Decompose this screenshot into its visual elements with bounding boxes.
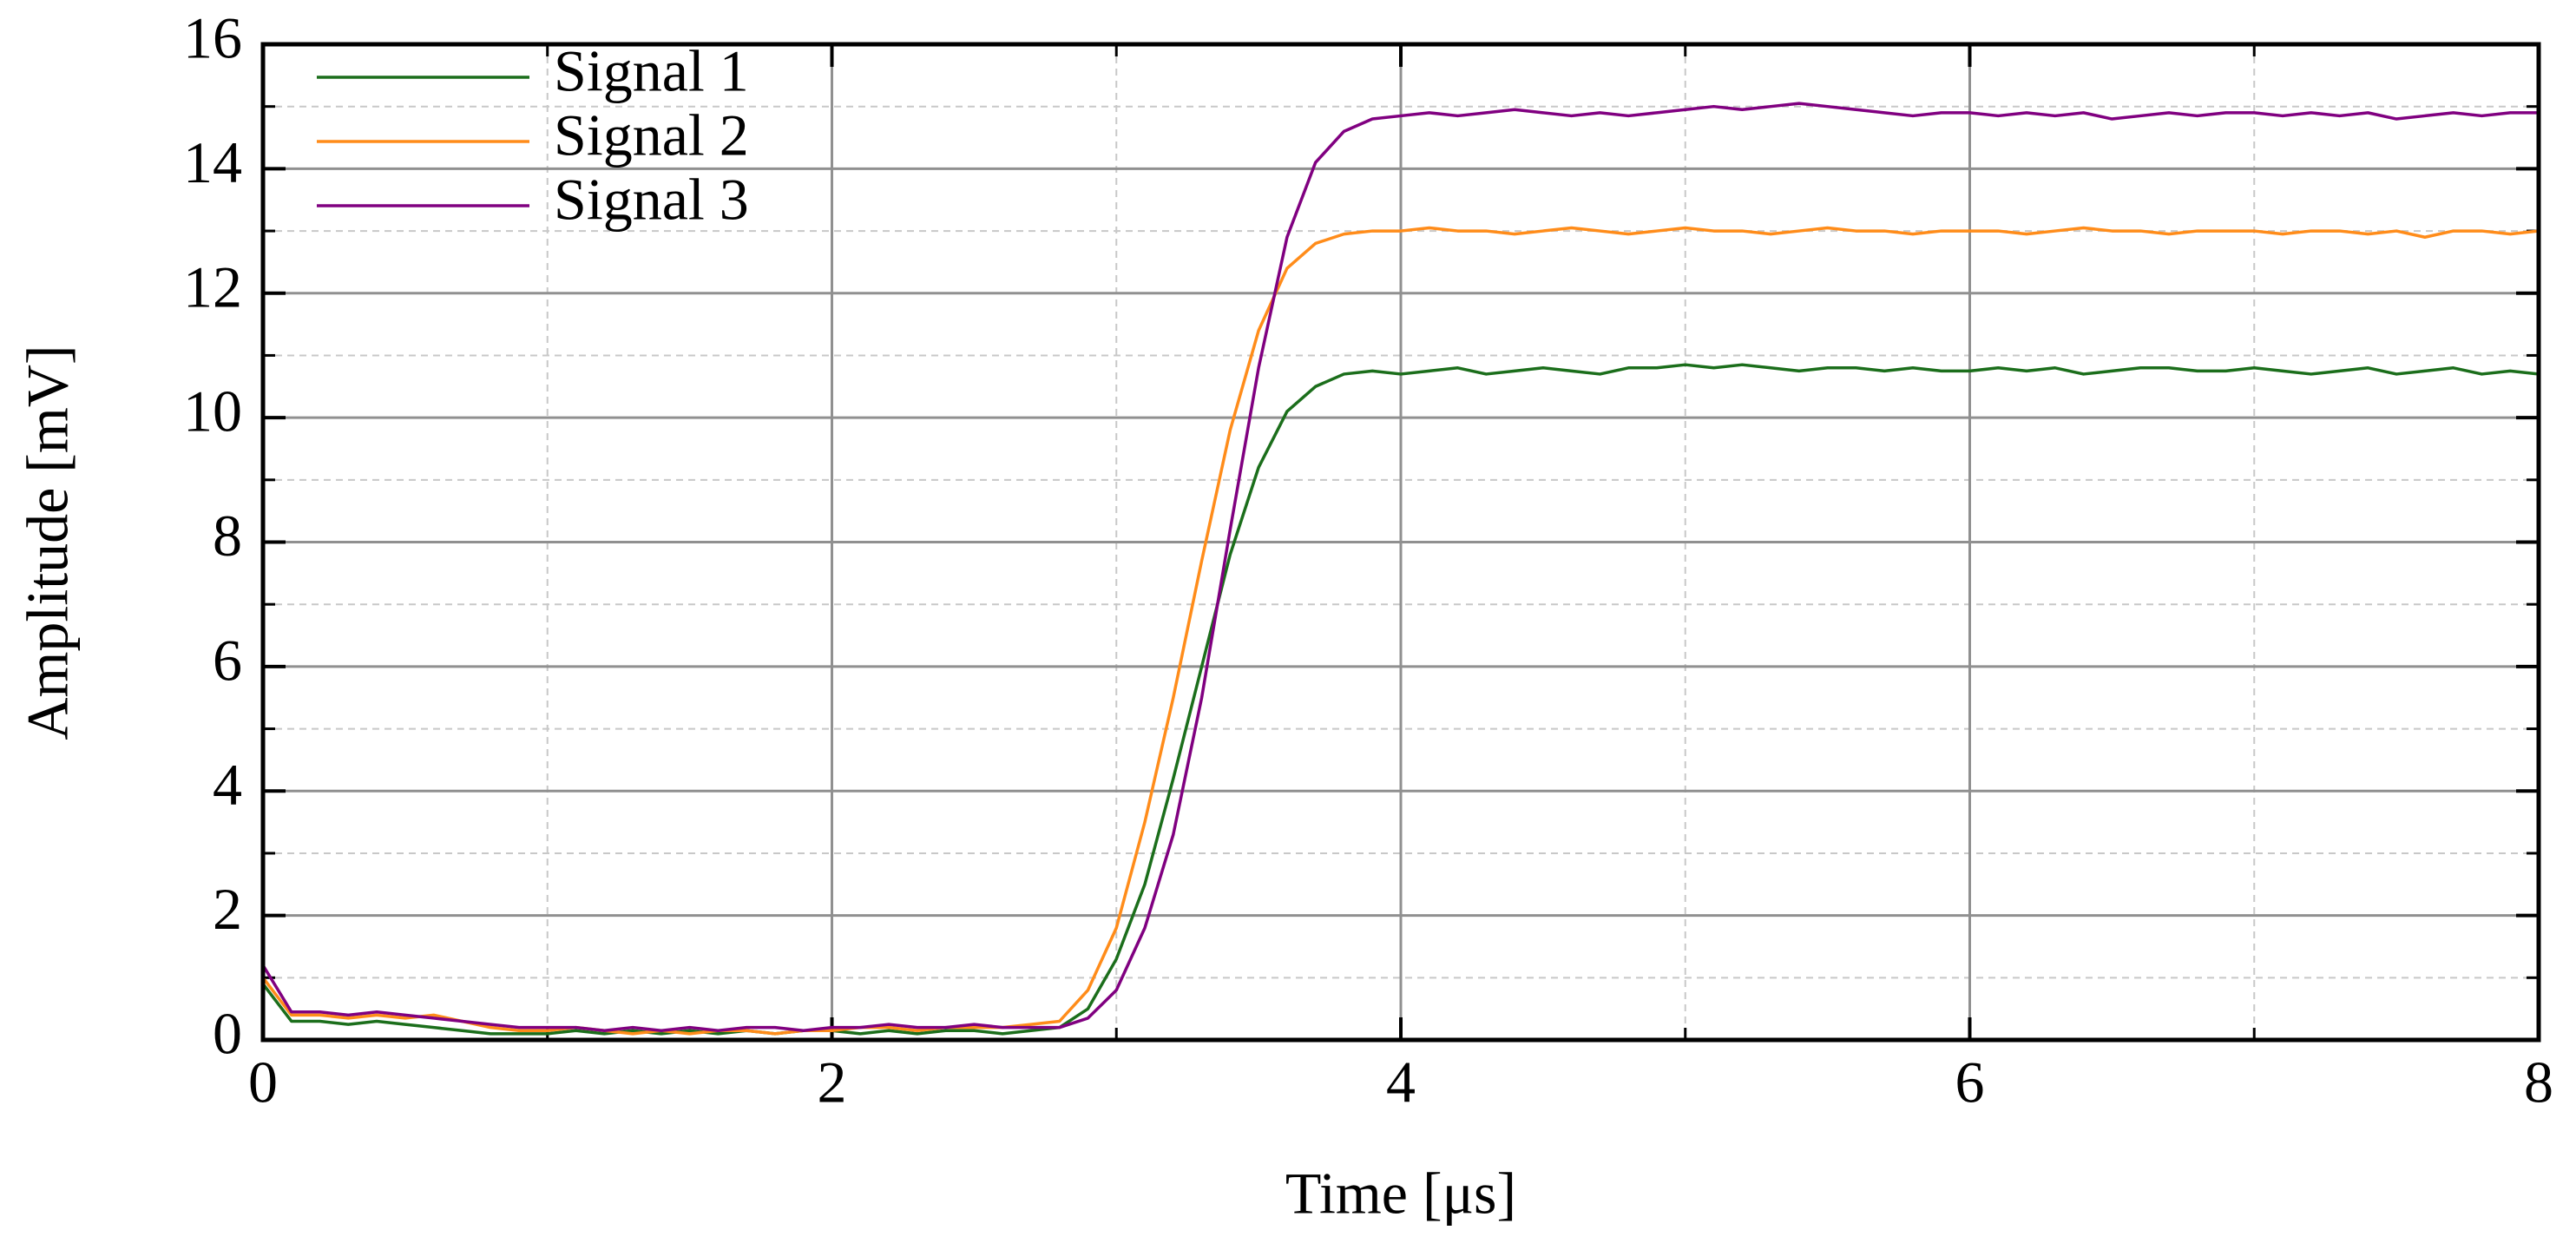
legend-label: Signal 3: [554, 167, 749, 233]
legend-label: Signal 2: [554, 102, 749, 168]
y-tick-label: 8: [213, 503, 242, 569]
legend-label: Signal 1: [554, 38, 749, 104]
series-line: [261, 226, 2540, 1036]
series-line: [261, 102, 2539, 1032]
y-tick-label: 16: [183, 5, 242, 71]
y-tick-label: 10: [183, 378, 242, 444]
x-tick-label: 4: [1386, 1049, 1416, 1115]
y-tick-label: 4: [213, 752, 242, 818]
x-tick-label: 0: [248, 1049, 278, 1115]
y-tick-label: 2: [213, 876, 242, 942]
x-axis-label: Time [μs]: [1285, 1161, 1516, 1227]
y-tick-label: 6: [213, 627, 242, 693]
y-tick-label: 12: [183, 253, 242, 319]
y-tick-label: 14: [183, 129, 242, 195]
y-axis-label: Amplitude [mV]: [15, 345, 81, 740]
x-tick-label: 6: [1955, 1049, 1985, 1115]
x-tick-label: 8: [2524, 1049, 2553, 1115]
x-tick-label: 2: [818, 1049, 847, 1115]
y-tick-label: 0: [213, 1001, 242, 1067]
plot-frame: [260, 42, 2541, 1043]
